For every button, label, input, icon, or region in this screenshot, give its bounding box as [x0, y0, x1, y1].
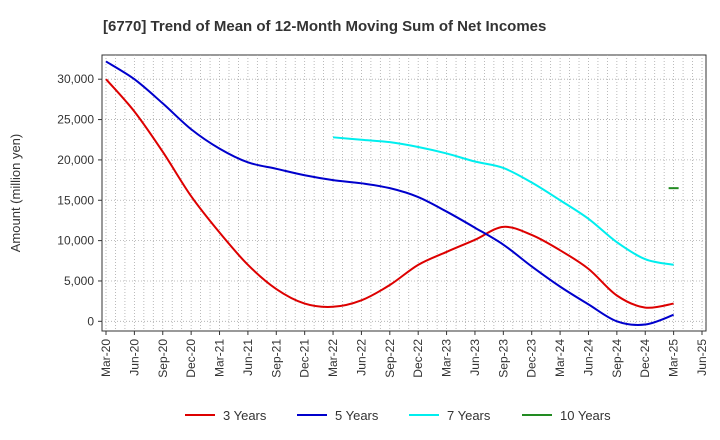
x-tick-label: Jun-23 [468, 339, 482, 376]
x-tick-label: Sep-21 [269, 339, 283, 378]
x-tick-label: Jun-21 [241, 339, 255, 376]
x-tick-label: Dec-23 [525, 339, 539, 378]
x-tick-label: Mar-24 [553, 339, 567, 377]
x-tick-label: Mar-25 [667, 339, 681, 377]
legend: 3 Years 5 Years 7 Years 10 Years [185, 408, 611, 423]
chart-title: [6770] Trend of Mean of 12-Month Moving … [103, 18, 546, 35]
y-tick-label: 0 [87, 314, 94, 328]
y-tick-label: 20,000 [57, 153, 94, 167]
y-axis-label: Amount (million yen) [8, 134, 23, 253]
x-tick-label: Dec-24 [638, 339, 652, 378]
x-tick-label: Mar-22 [326, 339, 340, 377]
x-tick-label: Sep-24 [610, 339, 624, 378]
x-tick-label: Jun-22 [354, 339, 368, 376]
y-tick-label: 5,000 [64, 274, 94, 288]
grid [102, 55, 706, 331]
x-tick-label: Dec-20 [184, 339, 198, 378]
x-tick-label: Jun-20 [127, 339, 141, 376]
series-lines [105, 60, 679, 326]
series-3-years-line [105, 78, 674, 309]
x-tick-label: Jun-24 [581, 339, 595, 376]
x-tick-label: Mar-20 [99, 339, 113, 377]
legend-7-years-label: 7 Years [447, 408, 491, 423]
y-axis: 0 5,000 10,000 15,000 20,000 25,000 30,000 [57, 72, 102, 328]
x-tick-label: Dec-21 [298, 339, 312, 378]
legend-10-years-label: 10 Years [560, 408, 611, 423]
y-tick-label: 15,000 [57, 193, 94, 207]
x-tick-label: Sep-20 [156, 339, 170, 378]
y-tick-label: 30,000 [57, 72, 94, 86]
y-tick-label: 10,000 [57, 234, 94, 248]
y-tick-label: 25,000 [57, 113, 94, 127]
x-tick-label: Mar-21 [213, 339, 227, 377]
x-tick-label: Dec-22 [411, 339, 425, 378]
x-tick-label: Sep-22 [383, 339, 397, 378]
x-tick-label: Jun-25 [695, 339, 709, 376]
legend-5-years-label: 5 Years [335, 408, 379, 423]
x-tick-label: Sep-23 [496, 339, 510, 378]
series-7-years-line [332, 136, 674, 266]
series-5-years-line [105, 60, 674, 326]
x-axis: Mar-20 Jun-20 Sep-20 Dec-20 Mar-21 Jun-21 Sep-… [99, 331, 709, 378]
legend-3-years-label: 3 Years [223, 408, 267, 423]
x-tick-label: Mar-23 [440, 339, 454, 377]
